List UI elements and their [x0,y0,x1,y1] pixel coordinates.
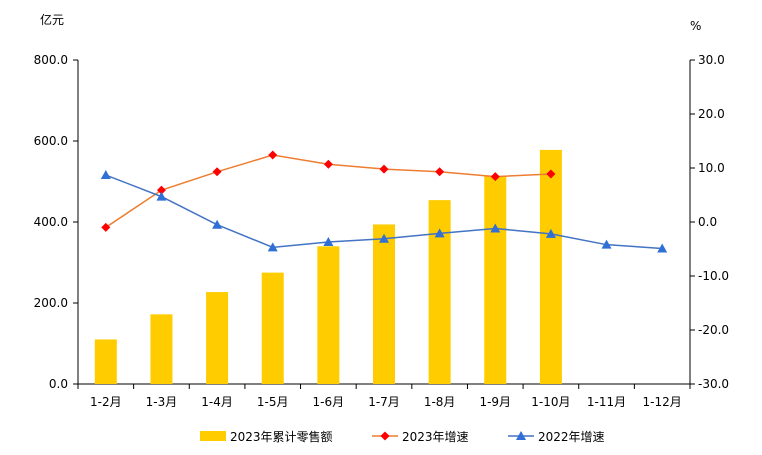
point-triangle [545,228,556,238]
bar [94,339,117,384]
point-triangle [267,242,278,252]
bar [317,246,340,384]
left-tick-label: 600.0 [34,134,68,148]
x-tick-label: 1-11月 [587,395,626,409]
x-tick-label: 1-10月 [531,395,570,409]
bar-series [94,149,562,384]
x-tick-label: 1-2月 [90,395,122,409]
legend-swatch-bar [200,431,226,441]
point-diamond [156,185,166,195]
x-tick-label: 1-4月 [201,395,233,409]
x-tick-label: 1-12月 [643,395,682,409]
axes: 0.0 200.0 400.0 600.0 800.0 -30.0 -20.0 -10.0 0.… [34,53,729,409]
point-diamond [490,172,500,182]
bar [206,292,229,384]
point-triangle [657,243,668,253]
legend-marker-triangle [516,431,526,440]
point-triangle [490,223,501,233]
legend-marker-diamond [380,431,390,441]
point-triangle [212,219,223,229]
point-diamond [379,164,389,174]
left-tick-label: 400.0 [34,215,68,229]
point-triangle [323,236,334,246]
point-diamond [101,222,111,232]
point-diamond [268,150,278,160]
left-tick-label: 0.0 [49,377,68,391]
bar [150,314,173,384]
x-tick-label: 1-9月 [479,395,511,409]
right-tick-label: -10.0 [698,269,729,283]
left-tick-label: 200.0 [34,296,68,310]
point-diamond [323,159,333,169]
x-tick-label: 1-8月 [424,395,456,409]
legend-label: 2022年增速 [538,430,605,444]
x-tick-label: 1-5月 [257,395,289,409]
right-tick-label: 20.0 [698,107,725,121]
right-tick-label: 0.0 [698,215,717,229]
point-triangle [156,191,167,201]
point-diamond [212,167,222,177]
right-tick-label: -30.0 [698,377,729,391]
left-tick-label: 800.0 [34,53,68,67]
x-tick-label: 1-3月 [146,395,178,409]
point-triangle [601,239,612,249]
bar [261,272,284,384]
x-tick-label: 1-7月 [368,395,400,409]
point-diamond [546,169,556,179]
left-axis-unit: 亿元 [40,12,64,27]
x-tick-label: 1-6月 [313,395,345,409]
right-tick-label: -20.0 [698,323,729,337]
line-series [100,150,668,253]
legend: 2023年累计零售额 2023年增速 2022年增速 [200,429,605,444]
right-tick-label: 30.0 [698,53,725,67]
right-tick-label: 10.0 [698,161,725,175]
point-triangle [379,233,389,243]
legend-label: 2023年增速 [402,430,469,444]
bar [373,224,395,384]
bar [484,176,507,384]
point-triangle [434,228,445,238]
right-axis-unit: % [690,19,701,33]
bar [428,200,451,384]
bar [539,149,562,384]
point-diamond [435,167,445,177]
point-triangle [100,170,111,180]
legend-label: 2023年累计零售额 [230,429,333,444]
